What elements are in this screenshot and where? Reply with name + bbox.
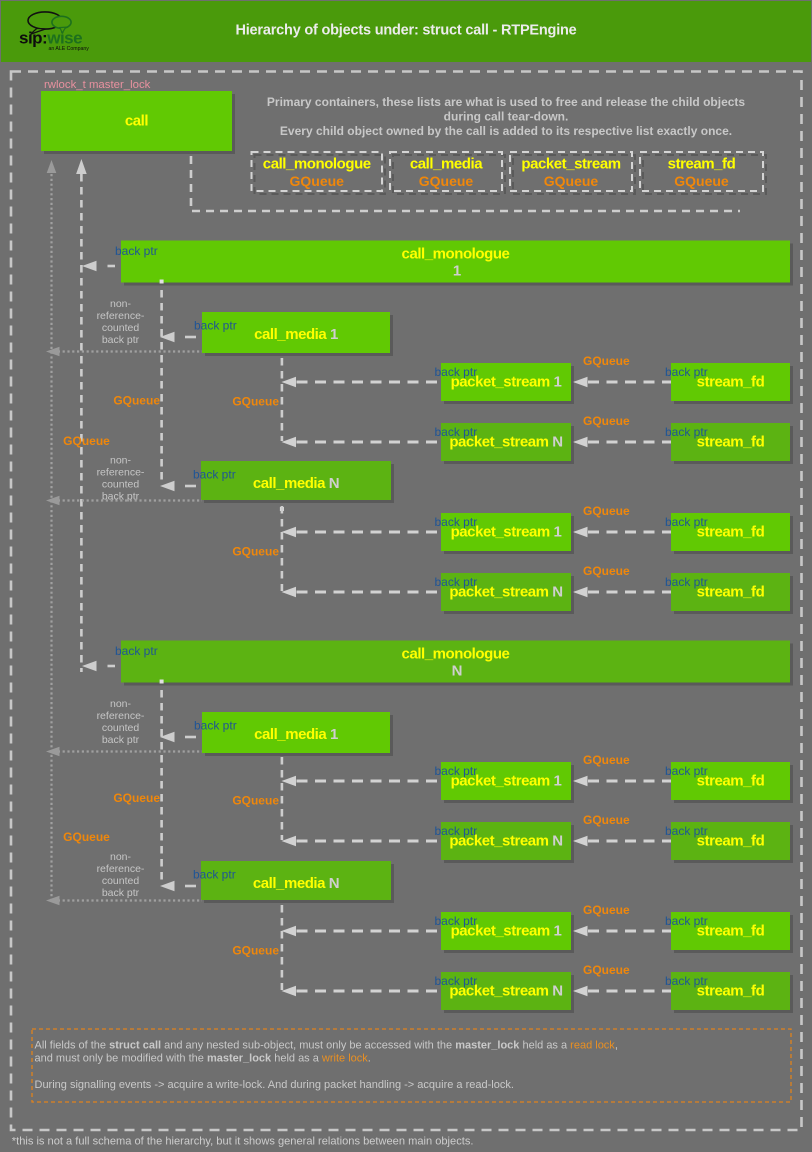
svg-text:Hierarchy of objects under: st: Hierarchy of objects under: struct call …	[235, 23, 576, 39]
svg-text:back ptr: back ptr	[435, 824, 478, 838]
svg-text:stream_fd: stream_fd	[697, 373, 765, 390]
svg-text:non-: non-	[110, 698, 132, 710]
svg-text:*this is not a full schema of: *this is not a full schema of the hierar…	[12, 1136, 474, 1148]
svg-text:stream_fd: stream_fd	[697, 583, 765, 600]
svg-text:packet_stream: packet_stream	[521, 155, 620, 172]
svg-text:GQueue: GQueue	[583, 813, 630, 827]
svg-text:GQueue: GQueue	[63, 830, 110, 844]
svg-text:during call tear-down.: during call tear-down.	[444, 110, 569, 124]
svg-text:stream_fd: stream_fd	[697, 433, 765, 450]
svg-text:GQueue: GQueue	[63, 434, 110, 448]
svg-text:back ptr: back ptr	[665, 575, 708, 589]
svg-text:Primary containers, these list: Primary containers, these lists are what…	[267, 95, 746, 109]
svg-text:call_monologue: call_monologue	[402, 646, 510, 663]
svg-text:back ptr: back ptr	[665, 914, 708, 928]
svg-text:back ptr: back ptr	[435, 515, 478, 529]
svg-text:stream_fd: stream_fd	[697, 922, 765, 939]
svg-text:packet_stream N: packet_stream N	[449, 583, 562, 600]
svg-text:back ptr: back ptr	[665, 824, 708, 838]
svg-text:call_media N: call_media N	[253, 875, 339, 892]
svg-text:stream_fd: stream_fd	[668, 155, 736, 172]
svg-text:GQueue: GQueue	[583, 354, 630, 368]
svg-text:sip:wise: sip:wise	[19, 29, 82, 48]
svg-text:reference-: reference-	[97, 310, 145, 322]
svg-text:reference-: reference-	[97, 467, 145, 479]
svg-text:GQueue: GQueue	[583, 963, 630, 977]
svg-text:GQueue: GQueue	[583, 564, 630, 578]
svg-text:back ptr: back ptr	[435, 914, 478, 928]
svg-text:and must only be modified with: and must only be modified with the maste…	[35, 1053, 371, 1065]
svg-text:GQueue: GQueue	[232, 395, 279, 409]
svg-text:back ptr: back ptr	[115, 644, 158, 658]
svg-text:reference-: reference-	[97, 710, 145, 722]
svg-text:GQueue: GQueue	[583, 753, 630, 767]
svg-text:back ptr: back ptr	[435, 575, 478, 589]
svg-text:back ptr: back ptr	[193, 468, 236, 482]
svg-text:call_media 1: call_media 1	[254, 326, 338, 343]
svg-text:back ptr: back ptr	[435, 764, 478, 778]
svg-text:stream_fd: stream_fd	[697, 772, 765, 789]
svg-text:GQueue: GQueue	[232, 794, 279, 808]
svg-text:GQueue: GQueue	[544, 173, 599, 189]
svg-text:stream_fd: stream_fd	[697, 832, 765, 849]
svg-text:packet_stream 1: packet_stream 1	[451, 523, 562, 540]
svg-text:During signalling events -> ac: During signalling events -> acquire a wr…	[35, 1079, 514, 1091]
svg-text:GQueue: GQueue	[290, 173, 345, 189]
svg-text:back ptr: back ptr	[435, 974, 478, 988]
svg-text:call: call	[125, 113, 149, 130]
svg-text:GQueue: GQueue	[583, 504, 630, 518]
svg-text:back ptr: back ptr	[102, 491, 140, 503]
svg-text:non-: non-	[110, 851, 132, 863]
svg-text:back ptr: back ptr	[102, 334, 140, 346]
svg-text:packet_stream 1: packet_stream 1	[451, 772, 562, 789]
svg-text:back ptr: back ptr	[194, 719, 237, 733]
svg-text:stream_fd: stream_fd	[697, 982, 765, 999]
svg-text:non-: non-	[110, 298, 132, 310]
svg-text:N: N	[452, 663, 463, 680]
svg-text:call_monologue: call_monologue	[402, 246, 510, 263]
svg-text:GQueue: GQueue	[232, 545, 279, 559]
svg-text:an ALE Company: an ALE Company	[49, 46, 90, 52]
svg-text:counted: counted	[102, 322, 140, 334]
svg-text:call_media N: call_media N	[253, 475, 339, 492]
svg-text:GQueue: GQueue	[232, 944, 279, 958]
svg-text:packet_stream 1: packet_stream 1	[451, 922, 562, 939]
svg-text:back ptr: back ptr	[115, 244, 158, 258]
svg-text:back ptr: back ptr	[435, 365, 478, 379]
svg-text:counted: counted	[102, 722, 140, 734]
svg-text:counted: counted	[102, 875, 140, 887]
svg-text:call_media 1: call_media 1	[254, 726, 338, 743]
svg-text:GQueue: GQueue	[113, 791, 160, 805]
svg-text:back ptr: back ptr	[665, 365, 708, 379]
svg-text:back ptr: back ptr	[665, 515, 708, 529]
svg-text:packet_stream N: packet_stream N	[449, 982, 562, 999]
svg-text:reference-: reference-	[97, 863, 145, 875]
svg-text:Every child object owned by th: Every child object owned by the call is …	[280, 124, 732, 138]
svg-text:packet_stream N: packet_stream N	[449, 433, 562, 450]
svg-text:back ptr: back ptr	[193, 868, 236, 882]
svg-text:back ptr: back ptr	[435, 425, 478, 439]
svg-text:packet_stream 1: packet_stream 1	[451, 373, 562, 390]
svg-text:packet_stream N: packet_stream N	[449, 832, 562, 849]
svg-text:non-: non-	[110, 455, 132, 467]
svg-text:rwlock_t master_lock: rwlock_t master_lock	[44, 79, 151, 91]
svg-text:back ptr: back ptr	[665, 974, 708, 988]
svg-text:back ptr: back ptr	[194, 319, 237, 333]
svg-text:All fields of the struct call: All fields of the struct call and any ne…	[35, 1040, 618, 1052]
svg-text:GQueue: GQueue	[113, 394, 160, 408]
svg-text:GQueue: GQueue	[419, 173, 474, 189]
svg-text:call_media: call_media	[410, 155, 483, 172]
svg-text:stream_fd: stream_fd	[697, 523, 765, 540]
svg-text:GQueue: GQueue	[583, 414, 630, 428]
svg-text:1: 1	[453, 263, 461, 280]
svg-text:back ptr: back ptr	[665, 425, 708, 439]
svg-text:GQueue: GQueue	[583, 903, 630, 917]
svg-text:GQueue: GQueue	[674, 173, 729, 189]
svg-text:back ptr: back ptr	[665, 764, 708, 778]
svg-text:counted: counted	[102, 479, 140, 491]
svg-text:back ptr: back ptr	[102, 887, 140, 899]
svg-text:call_monologue: call_monologue	[263, 155, 371, 172]
svg-text:back ptr: back ptr	[102, 734, 140, 746]
